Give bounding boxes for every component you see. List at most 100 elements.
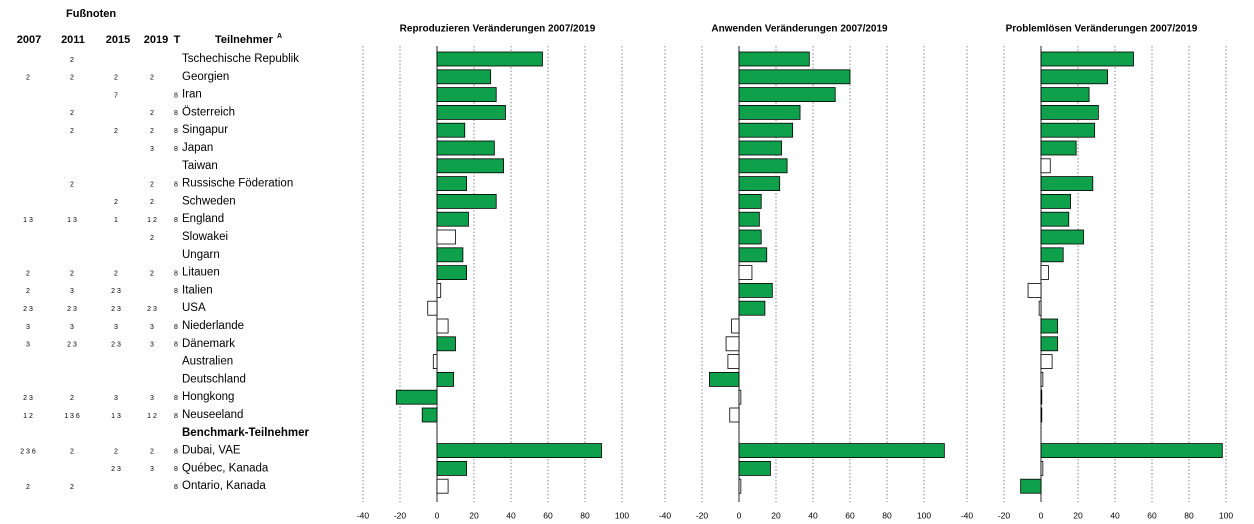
x-tick-label: 60 — [1147, 510, 1157, 520]
participant-label: Niederlande — [182, 320, 244, 332]
footnote: 2 — [114, 199, 118, 206]
footnote: 3 — [26, 324, 30, 331]
footnote: 1 3 — [67, 217, 77, 224]
bar — [436, 176, 468, 192]
bar — [436, 247, 464, 263]
footnote: 1 2 — [147, 217, 157, 224]
bar — [1040, 158, 1051, 174]
bar — [436, 87, 497, 102]
participant-label: Österreich — [182, 106, 235, 118]
bar — [1040, 176, 1094, 192]
col-header: 2011 — [61, 34, 85, 46]
x-tick-label: 40 — [808, 510, 818, 520]
footnote: 8 — [174, 484, 178, 491]
x-tick-label: -40 — [357, 510, 370, 520]
bar — [436, 229, 456, 245]
bar — [738, 51, 810, 67]
x-tick-label: 80 — [580, 510, 590, 520]
bar — [725, 336, 740, 352]
bar — [1040, 460, 1044, 476]
x-tick-label: -40 — [961, 510, 974, 520]
participant-header: Teilnehmer — [215, 34, 274, 46]
footnote: 3 — [150, 466, 154, 473]
footnote: 8 — [174, 146, 178, 153]
bar — [738, 193, 762, 209]
bar — [395, 389, 438, 405]
bar — [738, 105, 801, 120]
col-header: T — [174, 34, 181, 46]
footnote: 3 — [70, 324, 74, 331]
x-tick-label: 40 — [1110, 510, 1120, 520]
bar — [436, 211, 469, 227]
footnote: 2 — [150, 128, 154, 135]
bar — [1040, 229, 1084, 245]
bar — [432, 354, 438, 370]
bar — [436, 282, 442, 298]
footnote: 1 2 — [147, 413, 157, 420]
footnote: 2 — [150, 270, 154, 277]
participant-label: Australien — [182, 356, 233, 368]
footnote: 8 — [174, 342, 178, 349]
footnote: 2 — [150, 235, 154, 242]
bar — [738, 460, 771, 476]
x-tick-label: 80 — [1184, 510, 1194, 520]
x-tick-label: 100 — [615, 510, 629, 520]
participant-label: Neuseeland — [182, 409, 243, 421]
participant-label: Ontario, Kanada — [182, 480, 266, 492]
footnote: 1 3 — [111, 413, 121, 420]
bar — [436, 318, 449, 334]
bar — [1040, 354, 1053, 370]
bar — [436, 105, 506, 120]
footnote: 8 — [174, 270, 178, 277]
bar — [1040, 336, 1059, 352]
bar — [1040, 371, 1044, 387]
footnote: 2 — [150, 181, 154, 188]
bar — [729, 407, 740, 423]
footnote: 8 — [174, 92, 178, 99]
bar — [1040, 140, 1077, 156]
x-tick-label: 60 — [845, 510, 855, 520]
footnote: 2 — [114, 270, 118, 277]
bar — [436, 158, 504, 174]
bar — [1040, 247, 1064, 263]
footnote: 2 — [70, 57, 74, 64]
participant-label: Italien — [182, 284, 213, 296]
participant-label: Deutschland — [182, 373, 246, 385]
participant-label: Iran — [182, 89, 202, 101]
bar — [1040, 389, 1043, 405]
x-tick-label: -20 — [998, 510, 1011, 520]
footnotes-title: Fußnoten — [66, 8, 116, 20]
bar — [1040, 443, 1223, 459]
participant-label: England — [182, 213, 224, 225]
bar — [738, 478, 742, 494]
bar — [738, 122, 794, 138]
bar — [709, 371, 740, 387]
x-tick-label: 100 — [917, 510, 931, 520]
footnote: 2 — [150, 448, 154, 455]
bar — [738, 176, 781, 192]
panel-title: Problemlösen Veränderungen 2007/2019 — [1006, 24, 1198, 35]
footnote: 3 — [114, 395, 118, 402]
footnote: 3 — [70, 288, 74, 295]
bar — [738, 140, 782, 156]
bar — [1040, 211, 1070, 227]
participant-label: Litauen — [182, 267, 220, 279]
footnote: 2 3 — [67, 342, 77, 349]
footnote: 1 — [114, 217, 118, 224]
bar — [738, 265, 753, 281]
footnote: 8 — [174, 128, 178, 135]
participant-label: USA — [182, 302, 206, 314]
x-tick-label: -20 — [696, 510, 709, 520]
footnote: 2 — [114, 448, 118, 455]
bar — [436, 51, 543, 67]
footnote: 2 3 — [23, 306, 33, 313]
bar — [436, 460, 468, 476]
footnote: 7 — [114, 92, 118, 99]
bar — [436, 265, 468, 281]
bar — [436, 69, 492, 85]
footnote: 2 3 — [23, 395, 33, 402]
participant-label: Dubai, VAE — [182, 445, 241, 457]
footnote: 2 — [70, 395, 74, 402]
bar — [1040, 51, 1134, 67]
bar — [436, 193, 497, 209]
